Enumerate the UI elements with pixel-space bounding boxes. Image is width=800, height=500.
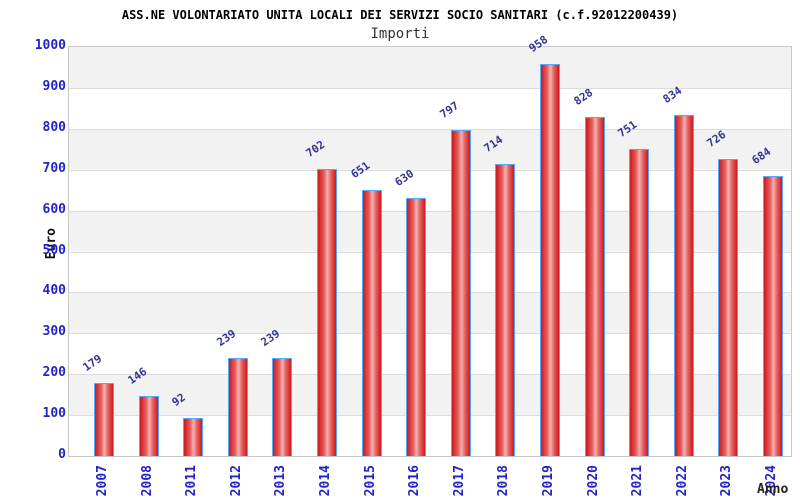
x-axis-title: Anno: [757, 482, 789, 497]
y-tick-label: 300: [42, 324, 66, 340]
bar-2013: [272, 358, 293, 456]
x-tick-label: 2007: [95, 465, 110, 497]
x-tick-label: 2011: [184, 465, 200, 497]
gridline: [69, 292, 791, 294]
bar-value-label: 751: [615, 117, 640, 140]
y-tick-label: 400: [42, 283, 66, 299]
y-tick-label: 900: [42, 78, 66, 94]
x-tick-label: 2022: [674, 465, 690, 497]
bar-2018: [495, 163, 516, 456]
y-tick-label: 200: [42, 365, 66, 381]
plot-area: 179 146 92 239 239 702 651 630 797 714 958 828 751 83…: [68, 33, 792, 457]
y-tick-label: 500: [42, 242, 66, 258]
bar-2016: [406, 198, 427, 456]
gridline: [69, 251, 791, 253]
x-tick-label: 2021: [630, 465, 646, 497]
bar-value-label: 797: [437, 98, 462, 122]
bar-2008: [138, 396, 159, 456]
x-tick-label: 2019: [541, 465, 556, 497]
bar-value-label: 702: [303, 137, 328, 160]
y-tick-label: 1000: [34, 38, 66, 53]
bar-2011: [183, 418, 204, 456]
bar-2021: [629, 148, 650, 456]
x-tick-label: 2023: [719, 465, 735, 497]
x-tick-label: 2014: [318, 465, 333, 497]
bar-2007: [94, 382, 114, 456]
bar-2019: [540, 64, 560, 456]
x-tick-label: 2012: [228, 465, 244, 497]
bar-value-label: 828: [571, 86, 595, 109]
chart-title: ASS.NE VOLONTARIATO UNITA LOCALI DEI SER…: [121, 8, 679, 22]
bar-2022: [673, 114, 694, 456]
gridline: [69, 87, 791, 89]
bar-value-label: 239: [258, 327, 283, 350]
bar-value-label: 92: [169, 391, 189, 410]
bar-2017: [450, 130, 471, 456]
gridline: [69, 210, 791, 212]
x-tick-label: 2015: [362, 465, 378, 497]
gridline: [69, 128, 791, 130]
x-tick-label: 2020: [585, 465, 601, 497]
x-tick-label: 2008: [139, 465, 155, 497]
y-tick-label: 0: [58, 447, 66, 462]
y-tick-label: 800: [42, 119, 66, 135]
bar-value-label: 684: [749, 145, 774, 168]
bar-value-label: 714: [481, 132, 506, 155]
bar-value-label: 179: [80, 351, 105, 374]
gridline: [69, 333, 791, 335]
x-tick-label: 2013: [273, 465, 289, 497]
gridline: [69, 374, 791, 376]
y-tick-label: 700: [42, 160, 66, 176]
bar-value-label: 726: [704, 128, 729, 151]
gridline: [69, 169, 791, 171]
chart-subtitle: Importi: [370, 26, 430, 42]
y-tick-label: 100: [42, 406, 66, 422]
bar-value-label: 146: [125, 365, 149, 388]
y-tick-label: 600: [42, 201, 66, 217]
bar-value-label: 239: [214, 327, 239, 350]
bar-2012: [227, 358, 248, 456]
bar-2014: [317, 168, 337, 456]
x-tick-label: 2016: [407, 465, 423, 497]
x-tick-label: 2018: [496, 465, 512, 497]
bar-value-label: 651: [348, 158, 372, 181]
gridline: [69, 415, 791, 417]
x-tick-label: 2017: [451, 465, 467, 497]
bar-2023: [718, 159, 739, 456]
bar-2020: [584, 117, 605, 456]
bar-2015: [361, 189, 382, 456]
bar-2024: [763, 176, 783, 456]
